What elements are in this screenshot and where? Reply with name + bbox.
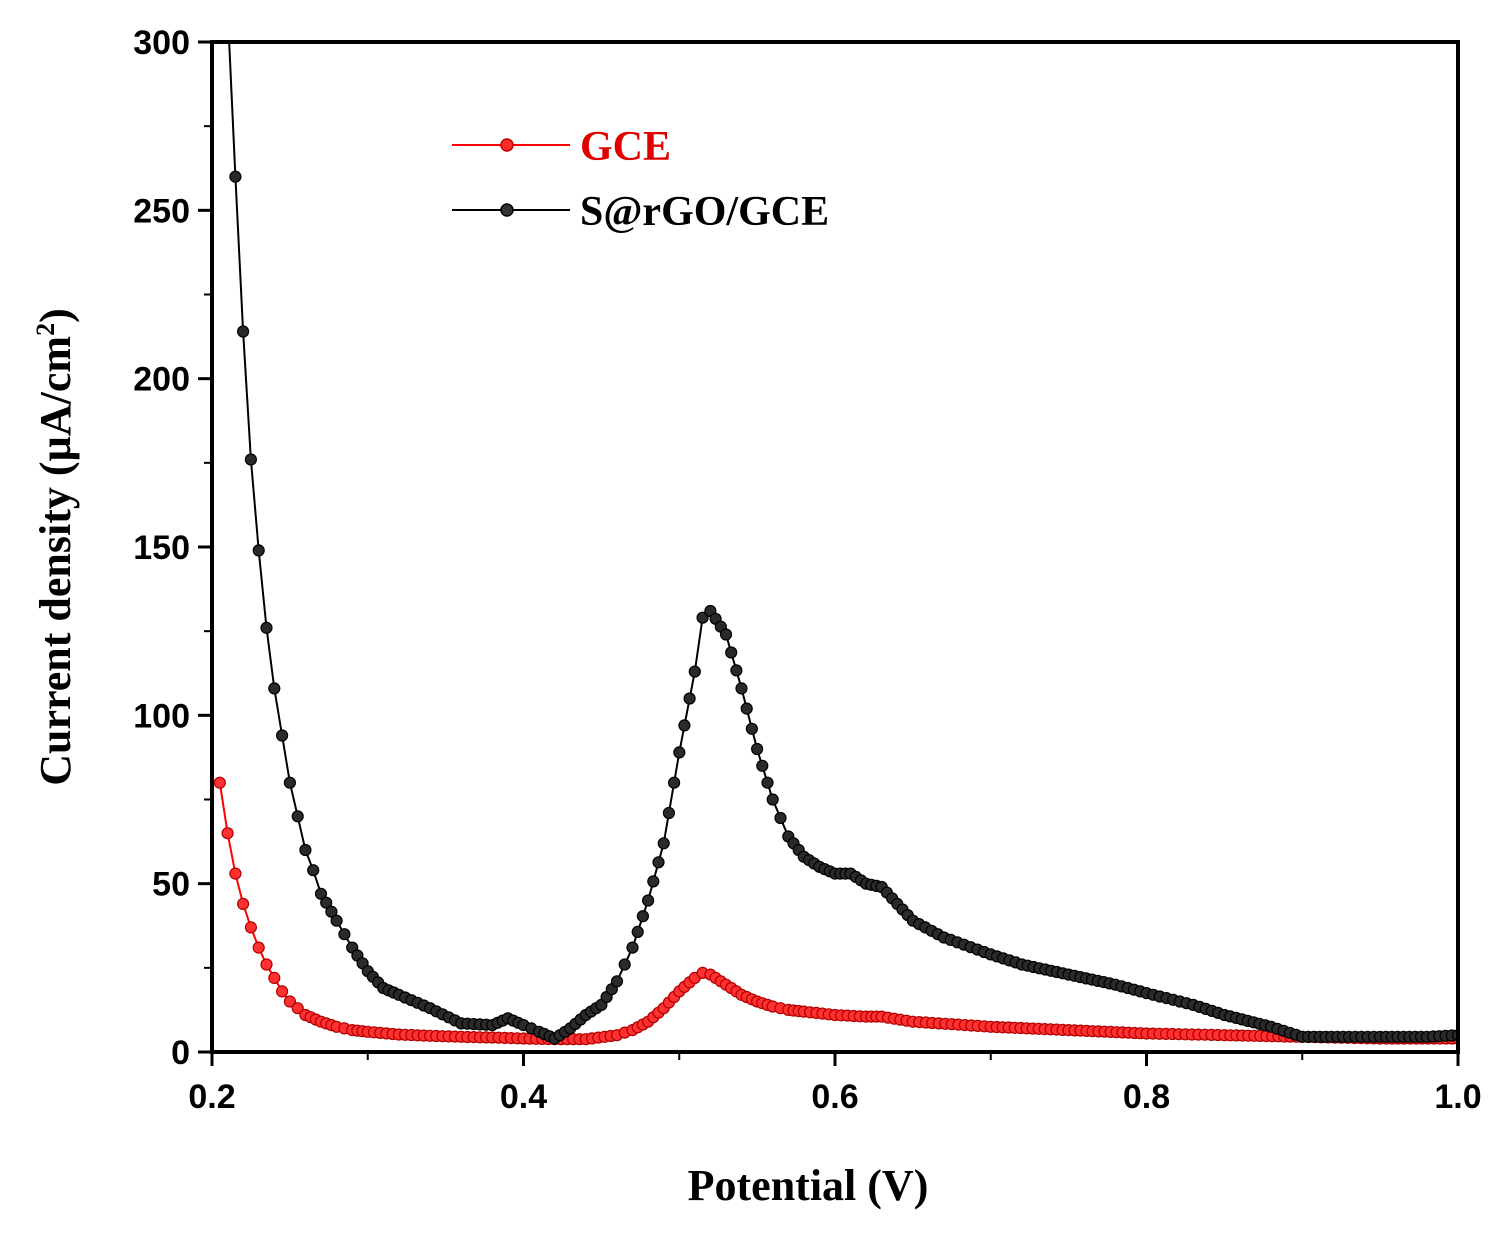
data-point-sargo [237, 325, 250, 338]
data-point-sargo [774, 811, 787, 825]
data-point-sargo [652, 856, 665, 869]
data-point-sargo [244, 453, 257, 466]
data-point-sargo [631, 925, 644, 939]
data-point-sargo [683, 692, 696, 705]
data-point-gce [237, 897, 250, 911]
data-point-sargo [626, 941, 639, 954]
y-tick-label: 100 [133, 697, 190, 735]
y-tick-label: 0 [171, 1034, 190, 1072]
legend-entry-gce: GCE [452, 124, 671, 170]
plot-frame [210, 40, 1460, 1054]
series-line-sargo [228, 42, 1458, 1040]
data-point-sargo [745, 722, 759, 735]
legend-marker-gce [500, 138, 514, 152]
y-tick-label: 50 [152, 866, 190, 904]
legend-entry-sargo: S@rGO/GCE [452, 189, 829, 235]
data-point-sargo [678, 719, 691, 732]
y-tick-label: 200 [133, 361, 190, 399]
x-tick-label: 1.0 [1434, 1078, 1481, 1116]
data-point-sargo [260, 621, 273, 634]
data-point-sargo [222, 3, 233, 14]
data-point-sargo [673, 746, 686, 759]
data-point-sargo [307, 864, 320, 877]
data-point-sargo [299, 843, 312, 857]
data-point-sargo [610, 975, 624, 988]
data-point-sargo [252, 544, 265, 557]
data-point-sargo [735, 682, 748, 695]
data-point-sargo [688, 665, 701, 678]
data-point-sargo [730, 664, 743, 677]
data-point-gce [291, 1002, 304, 1015]
data-point-gce [244, 921, 257, 934]
y-axis-title-main: Current density (µA/cm [31, 336, 80, 786]
data-point-sargo [766, 793, 779, 806]
legend: GCE S@rGO/GCE [452, 124, 829, 235]
y-axis: 0 50 100 150 200 250 300 [133, 24, 212, 1072]
data-point-gce [252, 941, 265, 954]
data-point-gce [213, 776, 226, 789]
data-point-sargo [662, 806, 676, 820]
x-tick-label: 0.6 [811, 1078, 858, 1116]
data-point-sargo [325, 905, 338, 918]
x-tick-label: 0.2 [188, 1078, 235, 1116]
data-point-gce [283, 995, 296, 1008]
legend-marker-sargo [500, 203, 514, 217]
data-point-sargo [636, 910, 650, 923]
data-point-sargo [719, 628, 733, 641]
data-point-sargo [647, 875, 660, 888]
data-point-sargo [338, 928, 351, 941]
plot-area: 0.2 0.4 0.6 0.8 1.0 0 50 100 150 200 250 300 [133, 3, 1482, 1116]
data-point-sargo [657, 837, 670, 850]
data-point-sargo [740, 702, 753, 715]
x-tick-label: 0.4 [500, 1078, 547, 1116]
data-point-gce [276, 985, 289, 998]
data-point-sargo [750, 742, 764, 756]
x-axis: 0.2 0.4 0.6 0.8 1.0 [188, 1052, 1482, 1116]
y-axis-title-sup: 2 [31, 323, 60, 336]
data-point-sargo [314, 887, 328, 900]
series-sargo [222, 3, 1458, 1045]
data-point-gce [229, 867, 242, 880]
y-tick-label: 300 [133, 24, 190, 62]
x-axis-title: Potential (V) [688, 1161, 929, 1210]
data-point-sargo [696, 611, 709, 624]
y-tick-label: 150 [133, 529, 190, 567]
data-curves [213, 3, 1458, 1046]
data-point-sargo [641, 894, 655, 907]
data-point-sargo [667, 776, 681, 789]
data-point-gce [268, 971, 281, 985]
data-point-gce [221, 827, 234, 840]
y-axis-title: Current density (µA/cm2) [31, 308, 80, 785]
data-point-sargo [283, 776, 296, 789]
data-point-sargo [725, 646, 738, 659]
data-point-sargo [276, 729, 289, 742]
data-point-sargo [756, 759, 769, 772]
y-axis-title-close: ) [31, 308, 80, 323]
x-tick-label: 0.8 [1123, 1078, 1170, 1116]
data-point-sargo [268, 682, 281, 695]
series-gce [213, 776, 1458, 1046]
data-point-sargo [618, 958, 631, 971]
data-point-sargo [320, 896, 333, 909]
data-point-sargo [229, 170, 242, 183]
data-point-sargo [330, 914, 343, 927]
legend-label-gce: GCE [580, 124, 671, 170]
data-point-sargo [761, 776, 774, 789]
legend-label-sargo: S@rGO/GCE [580, 189, 829, 235]
data-point-gce [260, 958, 273, 971]
y-tick-label: 250 [133, 192, 190, 230]
data-point-sargo [291, 810, 304, 823]
